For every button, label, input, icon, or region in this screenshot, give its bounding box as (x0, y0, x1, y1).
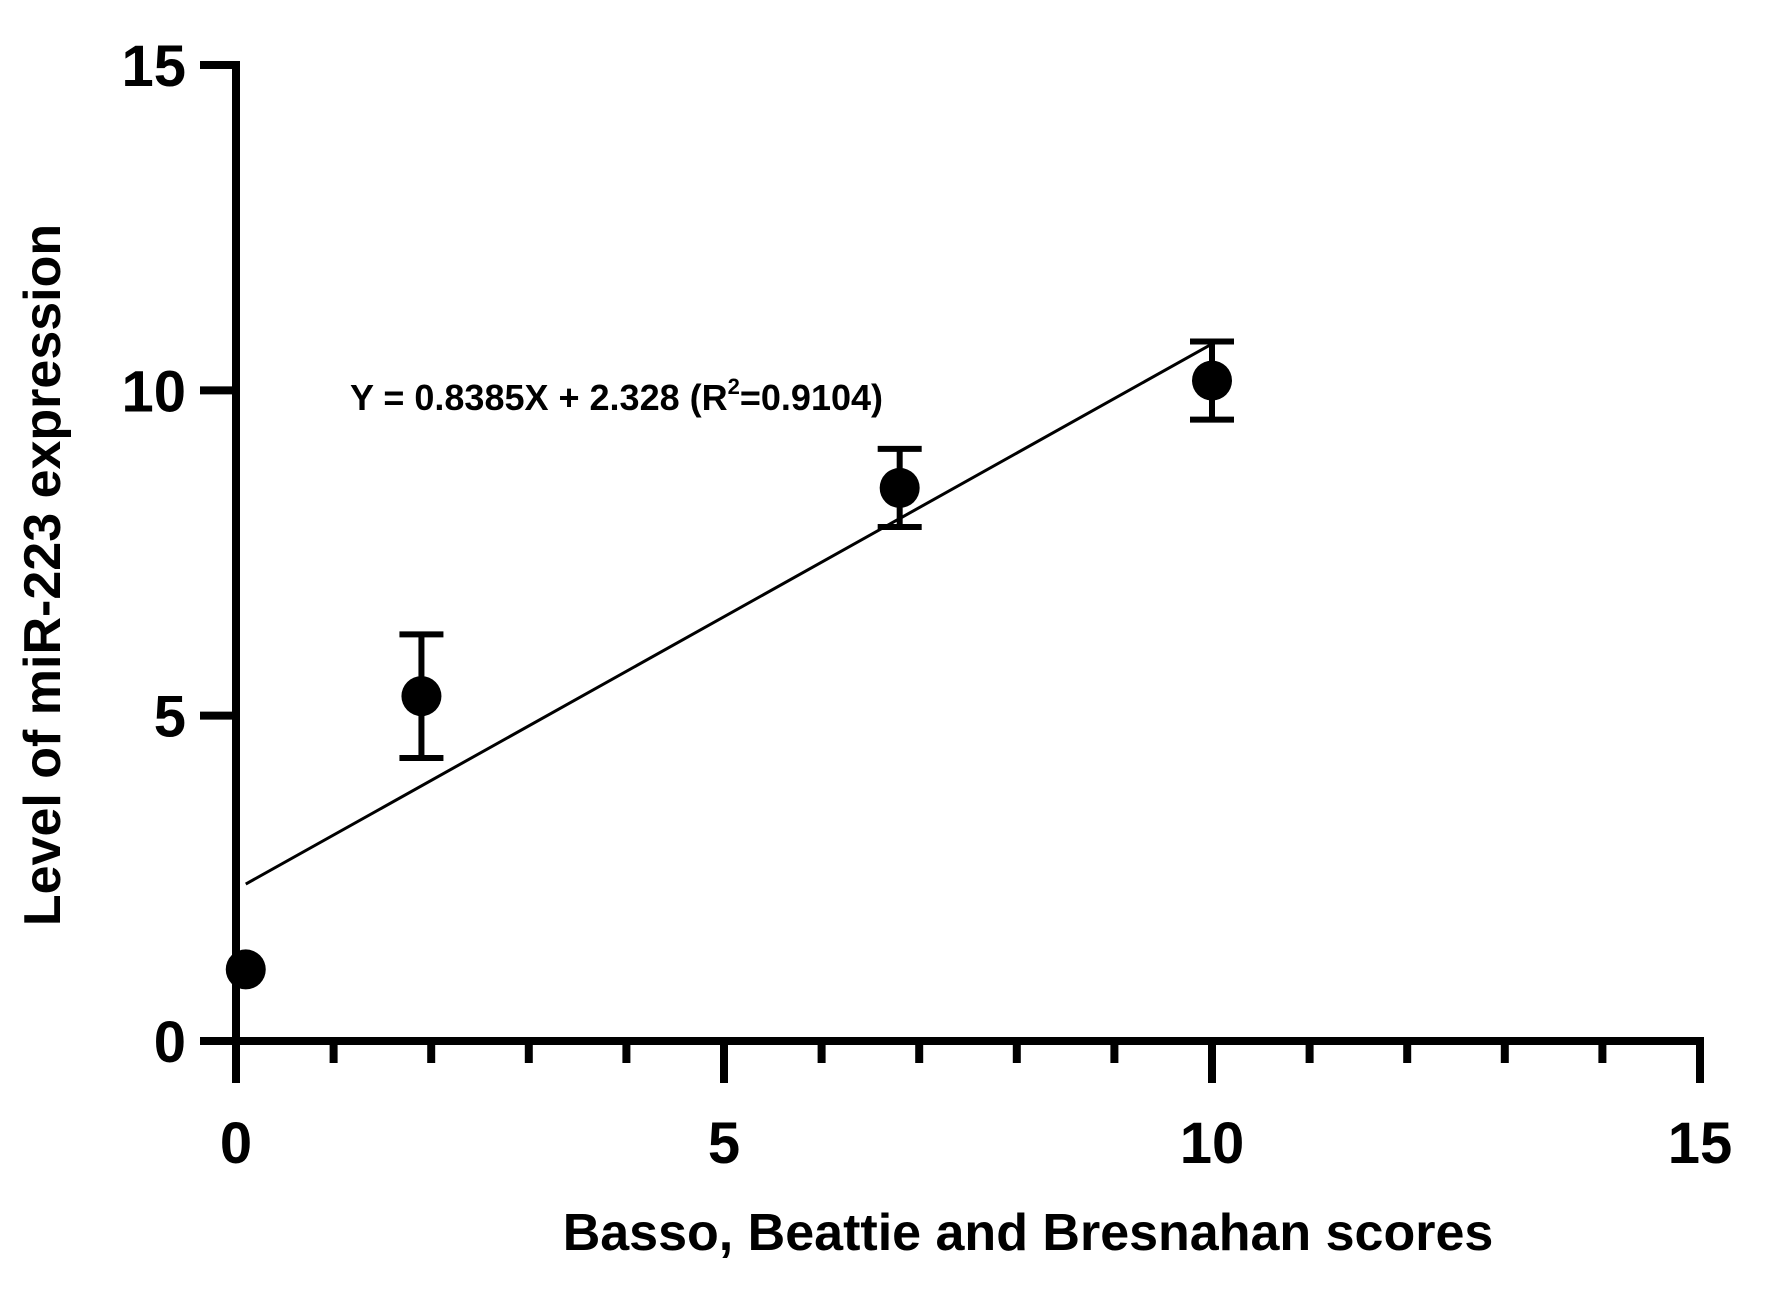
equation-superscript: 2 (728, 374, 740, 399)
regression-equation: Y = 0.8385X + 2.328 (R2=0.9104) (350, 374, 883, 418)
data-points (225, 338, 1234, 990)
y-axis-title: Level of miR-223 expression (14, 224, 72, 926)
fit-line-group (245, 342, 1213, 886)
x-tick-label: 15 (1668, 1111, 1733, 1176)
point-marker (1192, 360, 1232, 401)
equation-main: Y = 0.8385X + 2.328 (R (350, 377, 728, 418)
data-point (877, 445, 922, 530)
x-axis-title: Basso, Beattie and Bresnahan scores (563, 1204, 1494, 1262)
equation-tail: =0.9104) (740, 377, 883, 418)
axes (232, 61, 1704, 1045)
y-tick-label: 15 (121, 34, 186, 99)
x-tick-label: 10 (1180, 1111, 1245, 1176)
y-tick-label: 0 (154, 1010, 186, 1075)
data-point (399, 631, 444, 761)
data-point (225, 949, 266, 990)
data-point (1190, 338, 1234, 423)
regression-line (245, 342, 1213, 886)
point-marker (225, 949, 266, 990)
x-tick-label: 0 (220, 1111, 252, 1176)
y-tick-label: 10 (121, 359, 186, 424)
x-tick-label: 5 (708, 1111, 740, 1176)
y-tick-label: 5 (154, 685, 186, 750)
point-marker (879, 467, 920, 508)
ticks: 0 5 10 15 0 5 10 15 (121, 34, 1732, 1176)
point-marker (401, 676, 442, 717)
